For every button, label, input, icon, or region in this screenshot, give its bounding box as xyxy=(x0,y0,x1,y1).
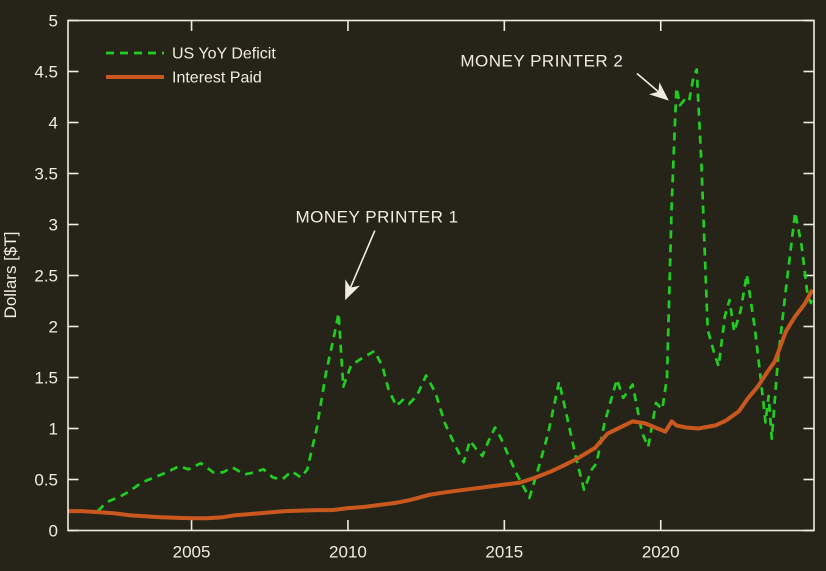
plot-border xyxy=(67,19,815,532)
legend: US YoY Deficit Interest Paid xyxy=(106,46,276,87)
series-line-interest-paid xyxy=(68,288,815,521)
y-tick-label: 5 xyxy=(49,12,58,31)
annotation-arrow xyxy=(636,72,669,101)
x-tick-label: 2010 xyxy=(329,543,367,562)
x-tick-label: 2005 xyxy=(173,543,211,562)
series-lines xyxy=(68,68,815,521)
y-tick-label: 0 xyxy=(49,522,58,541)
annotations: MONEY PRINTER 1 MONEY PRINTER 2 xyxy=(296,51,669,301)
y-tick-label: 1.5 xyxy=(34,369,58,388)
y-tick-label: 2.5 xyxy=(34,267,58,286)
y-axis-label: Dollars [$T] xyxy=(1,232,20,319)
y-tick-label: 4.5 xyxy=(34,63,58,82)
y-tick-label: 1 xyxy=(49,420,58,439)
x-tick-label: 2015 xyxy=(485,543,523,562)
y-tick-label: 4 xyxy=(49,114,58,133)
y-tick-labels: 0 0.5 1 1.5 2 2.5 3 3.5 4 4.5 5 xyxy=(34,12,58,541)
y-tick-label: 2 xyxy=(49,318,58,337)
y-tick-label: 3.5 xyxy=(34,165,58,184)
series-line-us-yoy-deficit xyxy=(96,68,814,513)
x-tick-labels: 2005 2010 2015 2020 xyxy=(173,543,680,562)
y-tick-label: 0.5 xyxy=(34,471,58,490)
annotation-label: MONEY PRINTER 2 xyxy=(460,51,623,70)
legend-label: US YoY Deficit xyxy=(172,46,276,63)
annotation-arrow xyxy=(345,230,376,301)
y-tick-label: 3 xyxy=(49,216,58,235)
legend-label: Interest Paid xyxy=(172,70,262,87)
x-tick-label: 2020 xyxy=(642,543,680,562)
annotation-label: MONEY PRINTER 1 xyxy=(296,207,459,226)
